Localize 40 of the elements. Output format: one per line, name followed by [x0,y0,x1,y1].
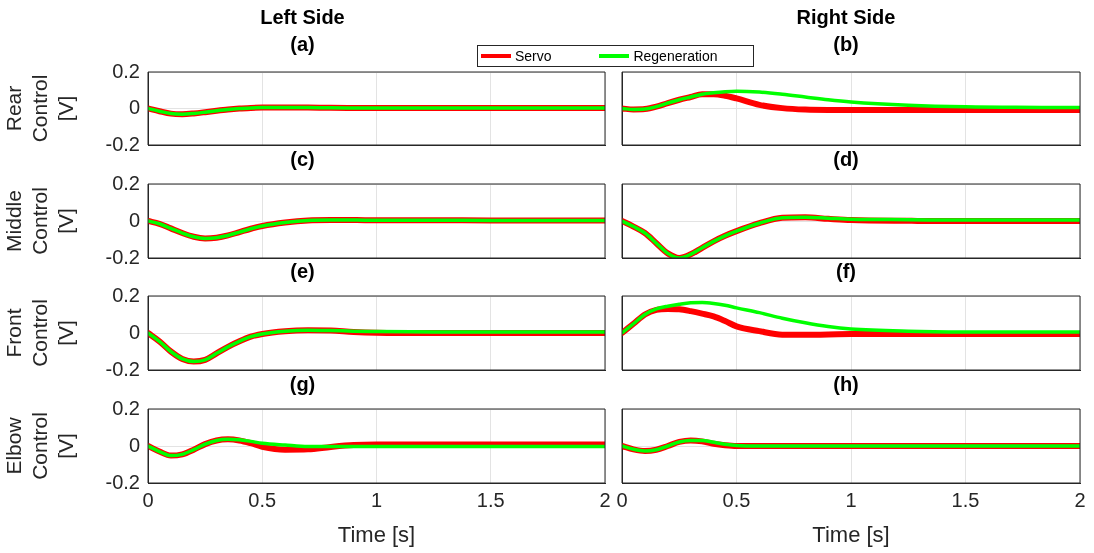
chart-title: (g) [289,372,316,395]
x-axis-title: Time [s] [337,521,416,547]
y-tick-label: -0.2 [105,245,140,268]
chart-title: (h) [833,372,859,395]
y-axis-title: Elbow Control [V] [1,412,78,480]
x-tick-label: 1.5 [951,488,980,511]
chart-title: (c) [290,147,315,170]
y-tick-label: 0.2 [112,283,140,306]
x-tick-label: 0.5 [722,488,751,511]
y-axis-title: Middle Control [V] [1,187,78,255]
legend-label: Servo [515,48,552,64]
y-tick-label: 0.2 [112,171,140,194]
x-tick-label: 2 [599,488,611,511]
x-tick-label: 0 [142,488,154,511]
chart-title: (d) [833,147,859,170]
x-axis-title: Time [s] [812,521,890,547]
y-tick-label: 0 [128,208,140,231]
chart-subtitle: (b) [833,32,859,55]
y-tick-label: 0 [128,96,140,119]
chart-title: (e) [290,259,315,282]
x-tick-label: 0 [616,488,628,511]
x-tick-label: 1.5 [476,488,505,511]
x-tick-label: 0.5 [248,488,277,511]
y-tick-label: 0.2 [112,396,140,419]
chart-title: (f) [836,259,856,282]
y-tick-label: -0.2 [105,357,140,380]
x-tick-label: 1 [845,488,857,511]
x-tick-label: 1 [370,488,383,511]
y-tick-label: 0.2 [112,59,140,82]
y-tick-label: -0.2 [105,470,140,493]
y-tick-label: -0.2 [105,132,140,155]
y-tick-label: 0 [128,320,140,343]
chart-title: Right Side [796,5,896,28]
y-axis-title: Front Control [V] [1,299,78,367]
y-tick-label: 0 [128,433,140,456]
y-axis-title: Rear Control [V] [1,74,78,143]
chart-subtitle: (a) [290,32,315,55]
legend-label: Regeneration [633,48,718,64]
chart-title: Left Side [260,5,345,28]
x-tick-label: 2 [1074,488,1086,511]
